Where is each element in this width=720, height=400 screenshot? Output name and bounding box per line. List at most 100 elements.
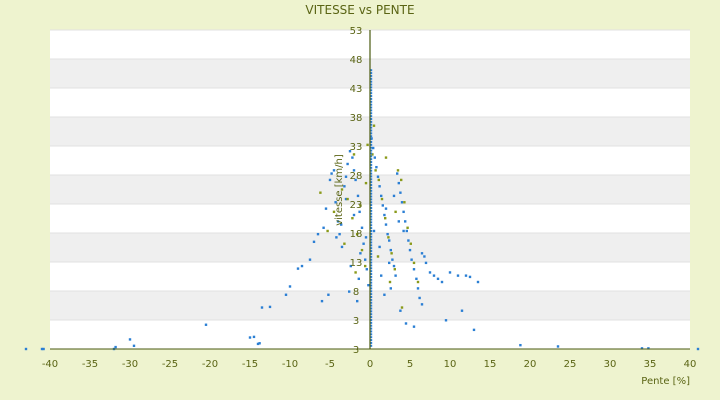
data-point — [370, 250, 373, 253]
data-point — [403, 201, 406, 204]
data-point — [440, 280, 444, 284]
data-point — [348, 150, 352, 153]
data-point — [428, 271, 432, 274]
data-point — [390, 252, 393, 255]
data-point — [380, 194, 383, 198]
data-point — [375, 165, 378, 169]
data-point — [370, 324, 373, 327]
data-point — [370, 109, 373, 112]
data-point — [405, 229, 408, 233]
data-point — [519, 343, 522, 347]
data-point — [370, 169, 373, 172]
data-point — [367, 284, 370, 287]
data-point — [370, 247, 373, 250]
data-point — [370, 212, 373, 215]
x-tick-label: -20 — [202, 359, 218, 370]
data-point — [362, 242, 365, 245]
data-point — [370, 129, 373, 132]
data-point — [416, 280, 420, 284]
data-point — [260, 306, 264, 309]
data-point — [472, 328, 476, 332]
data-point — [370, 238, 373, 241]
data-point — [343, 242, 346, 245]
data-point — [364, 236, 368, 239]
y-tick-label: 38 — [350, 113, 363, 124]
y-tick-label: 23 — [350, 200, 363, 211]
data-point — [370, 278, 373, 281]
data-point — [464, 274, 468, 277]
data-point — [42, 347, 45, 351]
data-point — [370, 235, 373, 238]
data-point — [412, 268, 416, 271]
data-point — [370, 209, 373, 212]
data-point — [400, 178, 403, 182]
data-point — [370, 118, 373, 121]
data-point — [370, 301, 373, 304]
data-point — [394, 274, 397, 277]
data-point — [334, 201, 337, 204]
data-point — [370, 270, 373, 273]
data-point — [370, 138, 373, 141]
data-point — [371, 153, 374, 156]
data-point — [370, 218, 373, 221]
data-point — [370, 330, 373, 333]
data-point — [370, 80, 373, 83]
data-point — [352, 169, 356, 172]
data-point — [424, 261, 428, 265]
data-point — [330, 172, 333, 175]
data-point — [370, 163, 373, 166]
data-point — [420, 303, 424, 306]
data-point — [370, 224, 373, 227]
x-tick-label: -35 — [82, 359, 98, 370]
data-point — [370, 92, 373, 95]
data-point — [468, 275, 472, 279]
data-point — [384, 156, 388, 159]
data-point — [380, 274, 383, 277]
data-point — [370, 258, 373, 261]
data-point — [340, 223, 343, 226]
data-point — [348, 290, 351, 293]
data-point — [370, 195, 373, 198]
data-point — [356, 299, 359, 303]
data-point — [381, 204, 384, 207]
data-point — [392, 264, 396, 268]
data-point — [408, 248, 412, 252]
data-point — [370, 321, 373, 324]
data-point — [370, 181, 373, 184]
data-point — [352, 153, 356, 156]
data-point — [370, 232, 373, 235]
data-point — [340, 245, 344, 249]
data-point — [370, 341, 373, 344]
data-point — [370, 115, 373, 118]
data-point — [359, 252, 362, 255]
data-point — [372, 229, 376, 233]
data-point — [40, 347, 44, 351]
data-point — [399, 309, 402, 312]
data-point — [404, 220, 407, 223]
data-point — [370, 281, 373, 284]
data-point — [370, 229, 373, 232]
data-point — [268, 305, 272, 309]
data-point — [132, 344, 136, 348]
data-point — [288, 285, 292, 288]
data-point — [204, 323, 208, 326]
data-point — [328, 178, 332, 182]
data-point — [366, 143, 369, 147]
data-point — [384, 223, 388, 226]
data-point — [378, 185, 381, 188]
data-point — [370, 166, 373, 169]
x-tick-label: -30 — [122, 359, 138, 370]
data-point — [423, 255, 426, 258]
data-point — [370, 261, 373, 264]
x-tick-label: -10 — [282, 359, 298, 370]
data-point — [448, 271, 452, 274]
data-point — [383, 293, 386, 296]
data-point — [460, 309, 464, 312]
data-point — [420, 252, 424, 255]
data-point — [296, 267, 300, 270]
data-point — [370, 284, 373, 287]
data-point — [407, 239, 410, 242]
data-point — [389, 248, 392, 252]
data-point — [360, 226, 364, 229]
